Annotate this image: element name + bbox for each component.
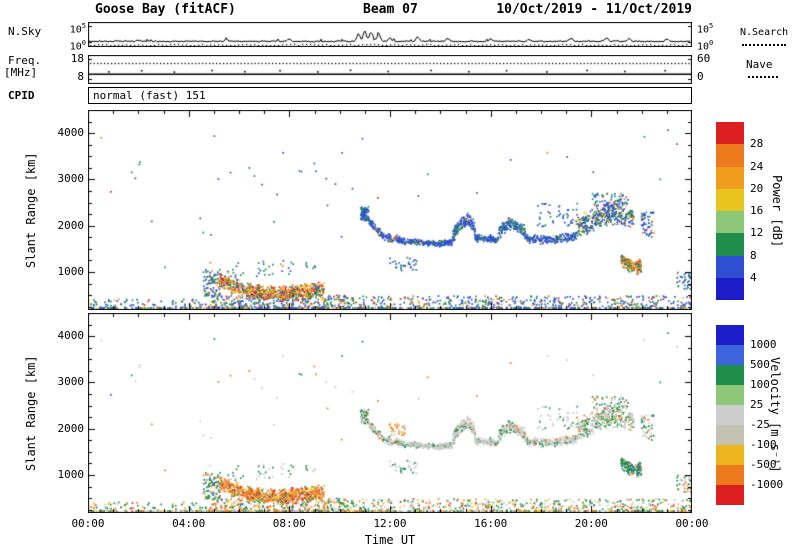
vel-bar-block bbox=[716, 405, 744, 425]
x-tick-label: 04:00 bbox=[172, 517, 206, 530]
vel-bar-block bbox=[716, 465, 744, 485]
nave-legend-dots bbox=[748, 76, 778, 78]
power-bar-block bbox=[716, 122, 744, 145]
vel-bar-label: -1000 bbox=[750, 478, 784, 491]
power-bar-block bbox=[716, 233, 744, 256]
vel-bar-label: 1000 bbox=[750, 338, 777, 351]
nave-tick-bottom: 0 bbox=[697, 70, 704, 83]
y-tick-label: 2000 bbox=[57, 421, 85, 435]
velocity-y-axis-title: Slant Range [km] bbox=[24, 355, 38, 471]
power-bar-label: 28 bbox=[750, 137, 764, 151]
power-bar-label: 12 bbox=[750, 226, 764, 240]
vel-bar-label: -25 bbox=[750, 418, 770, 431]
y-tick-label: 3000 bbox=[57, 172, 85, 186]
power-colorbar-title: Power [dB] bbox=[770, 174, 784, 248]
power-bar-label: 8 bbox=[750, 248, 757, 262]
y-tick-label: 4000 bbox=[57, 329, 85, 343]
power-bar-label: 4 bbox=[750, 270, 757, 284]
y-tick-label: 1000 bbox=[57, 468, 85, 482]
x-tick-label: 00:00 bbox=[71, 517, 105, 530]
power-bar-label: 20 bbox=[750, 181, 764, 195]
power-bar-block bbox=[716, 188, 744, 211]
vel-bar-block bbox=[716, 325, 744, 345]
search-noise-legend-label: N.Search bbox=[740, 27, 789, 38]
station-title: Goose Bay (fitACF) bbox=[95, 2, 236, 17]
x-tick-label: 16:00 bbox=[474, 517, 508, 530]
power-y-axis-title: Slant Range [km] bbox=[24, 152, 38, 268]
velocity-colorbar bbox=[716, 325, 744, 505]
y-tick-label: 1000 bbox=[57, 265, 85, 279]
date-range: 10/Oct/2019 - 11/Oct/2019 bbox=[496, 2, 692, 17]
velocity-panel bbox=[88, 313, 692, 513]
vel-bar-block bbox=[716, 345, 744, 365]
freq-tick-bottom: 8 bbox=[77, 70, 84, 83]
x-axis-title: Time UT bbox=[364, 533, 416, 547]
vel-bar-label: 25 bbox=[750, 398, 764, 411]
freq-axis-label-line2: [MHz] bbox=[4, 66, 38, 79]
power-colorbar bbox=[716, 122, 744, 300]
cpid-value: normal (fast) 151 bbox=[93, 89, 206, 102]
frequency-panel bbox=[88, 55, 692, 84]
y-tick-label: 4000 bbox=[57, 126, 85, 140]
y-tick-label: 3000 bbox=[57, 375, 85, 389]
power-bar-block bbox=[716, 277, 744, 300]
freq-tick-top: 18 bbox=[70, 52, 84, 65]
cpid-axis-label: CPID bbox=[8, 89, 35, 102]
power-bar-block bbox=[716, 144, 744, 167]
vel-bar-label: -500 bbox=[750, 458, 777, 471]
noise-tick-right-top: 105 bbox=[697, 22, 714, 36]
noise-tick-left-top: 105 bbox=[69, 22, 86, 36]
vel-bar-label: 100 bbox=[750, 378, 770, 391]
beam-title: Beam 07 bbox=[363, 2, 418, 17]
nave-tick-top: 60 bbox=[697, 52, 711, 65]
vel-bar-block bbox=[716, 385, 744, 405]
power-bar-block bbox=[716, 211, 744, 234]
power-bar-label: 16 bbox=[750, 204, 764, 217]
vel-bar-block bbox=[716, 445, 744, 465]
vel-bar-block bbox=[716, 485, 744, 505]
velocity-colorbar-title: Velocity [m s⁻¹] bbox=[768, 357, 782, 473]
vel-bar-block bbox=[716, 365, 744, 385]
power-bar-block bbox=[716, 255, 744, 278]
x-tick-label: 12:00 bbox=[373, 517, 407, 530]
power-bar-block bbox=[716, 166, 744, 189]
noise-tick-left-bottom: 100 bbox=[69, 39, 86, 53]
search-noise-legend-dots bbox=[742, 44, 786, 46]
vel-bar-label: 500 bbox=[750, 358, 770, 371]
power-panel bbox=[88, 110, 692, 310]
noise-tick-right-bottom: 100 bbox=[697, 39, 714, 53]
y-tick-label: 2000 bbox=[57, 218, 85, 232]
x-tick-label: 00:00 bbox=[675, 517, 709, 530]
nave-legend-label: Nave bbox=[746, 58, 773, 71]
sky-noise-panel bbox=[88, 22, 692, 47]
x-tick-label: 08:00 bbox=[272, 517, 306, 530]
vel-bar-block bbox=[716, 425, 744, 445]
power-bar-label: 24 bbox=[750, 159, 764, 173]
cpid-box: normal (fast) 151 bbox=[88, 87, 692, 104]
freq-axis-label-line1: Freq. bbox=[8, 54, 42, 67]
x-tick-label: 20:00 bbox=[574, 517, 608, 530]
sky-noise-axis-label: N.Sky bbox=[8, 25, 42, 38]
vel-bar-label: -100 bbox=[750, 438, 777, 451]
